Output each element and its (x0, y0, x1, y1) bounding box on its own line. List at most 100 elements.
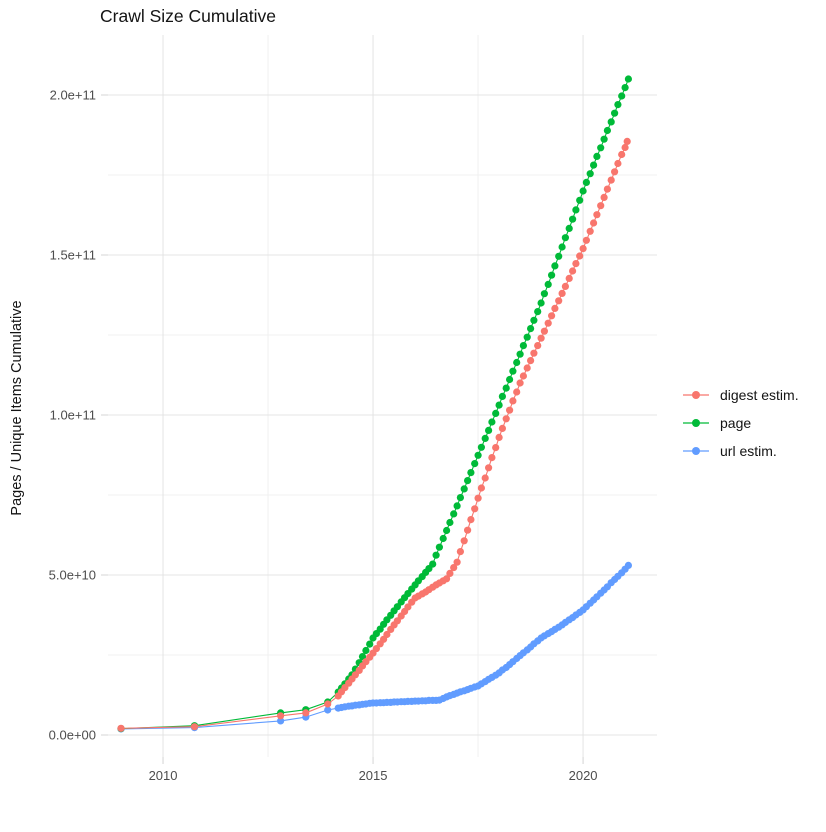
data-point-digest-estim (456, 548, 464, 556)
gridlines-minor (108, 35, 657, 757)
data-point-digest-estim (611, 168, 619, 176)
data-point-page (432, 551, 440, 559)
gridlines-major (108, 35, 657, 757)
data-point-page (446, 518, 454, 527)
data-point-url-estim (324, 706, 332, 714)
x-tick-label: 2010 (149, 768, 178, 783)
data-point-digest-estim (548, 312, 556, 320)
data-point-digest-estim (516, 379, 524, 387)
data-point-digest-estim (372, 645, 380, 653)
data-point-digest-estim (190, 723, 199, 731)
data-point-digest-estim (404, 603, 412, 611)
data-point-digest-estim (586, 227, 594, 235)
data-point-page (498, 392, 506, 400)
data-point-digest-estim (277, 712, 285, 720)
data-point-digest-estim (537, 334, 545, 342)
data-point-digest-estim (492, 444, 500, 452)
data-point-page (555, 252, 563, 260)
series-digest-estim (117, 137, 631, 732)
data-point-page (614, 101, 622, 109)
data-point-page (607, 118, 615, 126)
data-point-page (540, 290, 549, 298)
legend-item-digest-estim: digest estim. (681, 381, 799, 409)
data-point-digest-estim (572, 260, 580, 268)
data-point-digest-estim (579, 245, 587, 253)
data-point-url-estim (624, 561, 633, 570)
data-point-digest-estim (495, 433, 503, 441)
data-point-digest-estim (477, 484, 485, 492)
data-point-digest-estim (471, 505, 479, 513)
data-point-page (393, 603, 401, 611)
data-point-page (621, 84, 629, 92)
data-point-digest-estim (565, 274, 573, 282)
data-point-digest-estim (481, 474, 489, 482)
data-point-digest-estim (324, 700, 332, 708)
data-point-digest-estim (555, 297, 563, 305)
data-point-digest-estim (485, 464, 493, 472)
data-point-page (582, 178, 591, 186)
legend-label-page: page (720, 415, 752, 431)
data-point-digest-estim (446, 569, 454, 578)
y-tick-label: 1.5e+11 (50, 248, 96, 263)
data-point-digest-estim (502, 415, 510, 423)
data-point-page (618, 92, 626, 100)
data-point-page (439, 534, 447, 543)
legend-label-digest: digest estim. (720, 387, 799, 403)
y-tick-label: 0.0e+00 (49, 728, 96, 743)
data-point-digest-estim (523, 364, 531, 372)
data-point-page (572, 206, 580, 214)
data-point-digest-estim (519, 372, 528, 380)
data-point-page (358, 653, 367, 661)
data-point-page (548, 271, 556, 279)
data-point-digest-estim (474, 494, 482, 502)
data-point-page (579, 187, 587, 195)
x-tick-label: 2015 (359, 768, 388, 783)
legend-item-page: page (681, 409, 799, 437)
data-point-digest-estim (527, 357, 535, 365)
data-point-page (456, 494, 464, 502)
data-point-page (537, 299, 545, 307)
legend-key-digest-icon (683, 391, 709, 399)
data-point-page (443, 526, 451, 535)
legend-key-page-icon (683, 419, 709, 427)
data-point-page (551, 262, 559, 270)
y-tick-label: 5.0e+10 (49, 568, 96, 583)
data-point-digest-estim (576, 252, 584, 260)
data-point-digest-estim (561, 282, 570, 290)
data-point-digest-estim (569, 267, 577, 275)
data-point-page (488, 418, 496, 426)
data-point-page (600, 135, 608, 143)
x-tick-label: 2020 (569, 768, 598, 783)
series-url-estim (117, 561, 633, 733)
data-point-page (474, 451, 482, 459)
data-point-digest-estim (467, 516, 475, 524)
data-point-digest-estim (117, 724, 125, 732)
data-point-digest-estim (603, 185, 612, 193)
legend-key-url-icon (683, 447, 709, 455)
legend-label-url: url estim. (720, 443, 777, 459)
data-point-page (516, 350, 524, 358)
axes: 0.0e+00 5.0e+10 1.0e+11 1.5e+11 2.0e+11 2010 2… (49, 88, 598, 784)
data-point-page (453, 502, 461, 510)
data-point-page (576, 196, 584, 204)
data-point-digest-estim (544, 319, 552, 327)
data-point-digest-estim (582, 236, 591, 244)
data-point-page (523, 333, 531, 341)
legend-item-url-estim: url estim. (681, 437, 799, 465)
data-point-digest-estim (513, 388, 521, 396)
data-point-page (519, 342, 528, 350)
data-point-page (530, 316, 538, 324)
data-point-page (429, 560, 437, 568)
data-point-page (561, 234, 570, 242)
data-point-page (527, 325, 535, 333)
data-point-digest-estim (614, 159, 622, 168)
data-point-page (509, 367, 517, 375)
data-point-page (534, 308, 542, 316)
data-point-digest-estim (464, 526, 472, 534)
data-point-page (586, 170, 594, 178)
data-point-digest-estim (383, 630, 391, 639)
data-point-page (362, 646, 370, 655)
data-point-digest-estim (540, 327, 549, 335)
data-point-digest-estim (590, 219, 598, 227)
